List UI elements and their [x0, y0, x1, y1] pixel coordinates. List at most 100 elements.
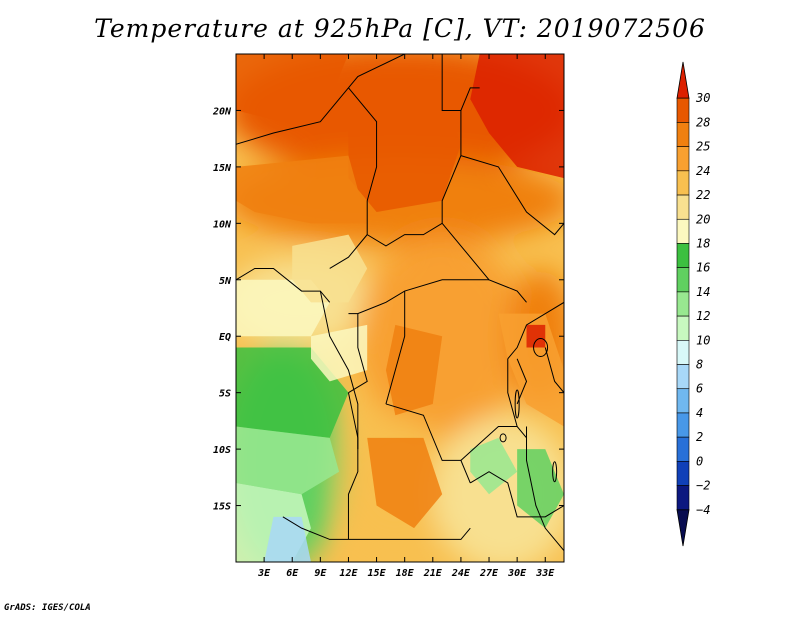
colorbar-top-arrow [676, 61, 690, 99]
colorbar-label: 25 [696, 140, 710, 154]
colorbar-swatch [676, 340, 690, 365]
border-line [236, 54, 405, 145]
colorbar-swatch [676, 436, 690, 462]
colorbar-label: 8 [696, 358, 703, 372]
shade-chad-hot [348, 87, 461, 213]
colorbar-swatch [676, 267, 690, 293]
lake-outline [552, 461, 558, 483]
shade-cold-sea [264, 516, 311, 562]
colorbar-label: 12 [696, 309, 710, 323]
temperature-field [236, 54, 564, 562]
border-line [526, 426, 564, 552]
border-line [348, 527, 471, 540]
y-tick-label: 5S [219, 389, 231, 400]
colorbar-swatch [676, 97, 690, 123]
x-tick-label: 9E [314, 568, 327, 579]
colorbar-bottom-arrow [676, 509, 690, 547]
colorbar-swatch [676, 122, 690, 147]
colorbar-label: 22 [696, 188, 710, 202]
colorbar-label: −4 [696, 503, 710, 517]
shade-east-highland [498, 313, 564, 427]
x-tick-label: 12E [339, 568, 358, 579]
colorbar-swatch [676, 218, 690, 244]
y-tick-label: 15S [213, 502, 231, 513]
x-tick-label: 21E [423, 568, 443, 579]
x-tick-label: 3E [257, 568, 271, 579]
border-line [385, 291, 406, 405]
border-line [282, 516, 349, 540]
lake-outline [514, 389, 520, 419]
x-tick-label: 24E [451, 568, 471, 579]
map-frame [235, 53, 565, 563]
chart-title: Temperature at 925hPa [C], VT: 201907250… [94, 14, 706, 43]
colorbar-swatch [676, 291, 690, 317]
shade-zambia-cool [470, 437, 518, 495]
x-tick-label: 33E [535, 568, 555, 579]
colorbar-label: 10 [696, 333, 710, 347]
colorbar-label: −2 [696, 479, 710, 493]
shade-sahara-hot-west [236, 54, 349, 122]
border-line [460, 426, 527, 461]
border-line [441, 54, 462, 224]
colorbar-swatch [676, 170, 690, 196]
x-axis: 3E 6E 9E 12E 15E 18E 21E 24E 27E 30E 33E [257, 54, 555, 579]
x-tick-label: 30E [507, 568, 527, 579]
colorbar-label: 18 [696, 236, 710, 250]
border-line [470, 471, 564, 518]
shade-sahara-hot-east [470, 54, 564, 179]
colorbar-swatch [676, 243, 690, 268]
shade-south-atlantic-2 [236, 426, 340, 495]
border-line [460, 87, 480, 111]
border-line [329, 234, 368, 269]
shade-angola-hot [367, 437, 443, 529]
colorbar-label: 6 [696, 382, 703, 396]
footer-credit: GrADS: IGES/COLA [4, 603, 91, 613]
y-tick-label: EQ [219, 332, 231, 343]
y-tick-label: 10S [213, 445, 231, 456]
border-line [507, 301, 564, 360]
colorbar-swatch [676, 485, 690, 511]
colorbar-label: 24 [696, 164, 710, 178]
border-line [348, 313, 368, 394]
y-tick-label: 15N [213, 163, 232, 174]
y-axis: 20N 15N 10N 5N EQ 5S 10S 15S [212, 106, 564, 513]
border-line [385, 403, 471, 484]
colorbar-label: 2 [696, 430, 703, 444]
y-tick-label: 5N [219, 276, 232, 287]
shade-south-atlantic-1 [236, 347, 349, 438]
x-tick-label: 15E [368, 568, 387, 579]
colorbar-swatch [676, 388, 690, 414]
x-tick-label: 6E [286, 568, 299, 579]
x-tick-label: 18E [396, 568, 415, 579]
colorbar-swatch [676, 412, 690, 438]
y-tick-label: 20N [212, 106, 232, 117]
border-line [236, 267, 331, 303]
colorbar-label: 20 [696, 212, 710, 226]
colorbar-swatch [676, 194, 690, 220]
x-tick-label: 27E [479, 568, 499, 579]
colorbar-swatch [676, 461, 690, 486]
colorbar-label: 28 [696, 115, 710, 129]
border-line [347, 392, 359, 540]
shade-lake-vic-hot [526, 324, 546, 348]
shade-congo-hot [385, 324, 443, 416]
border-line [348, 87, 378, 235]
colorbar-swatch [676, 315, 690, 341]
y-tick-label: 10N [213, 219, 232, 230]
shade-sahel-band [236, 155, 368, 224]
colorbar-label: 16 [696, 261, 710, 275]
lake-outline [533, 338, 549, 358]
border-line [460, 155, 564, 236]
colorbar-label: 0 [696, 454, 703, 468]
border-line [319, 290, 359, 450]
border-line [507, 358, 518, 427]
colorbar-swatch [676, 146, 690, 172]
border-line [516, 358, 528, 405]
colorbar-label: 14 [696, 285, 710, 299]
colorbar-label: 30 [695, 91, 710, 105]
colorbar-swatch [676, 364, 690, 390]
border-line [544, 347, 564, 393]
colorbar-label: 4 [696, 406, 703, 420]
